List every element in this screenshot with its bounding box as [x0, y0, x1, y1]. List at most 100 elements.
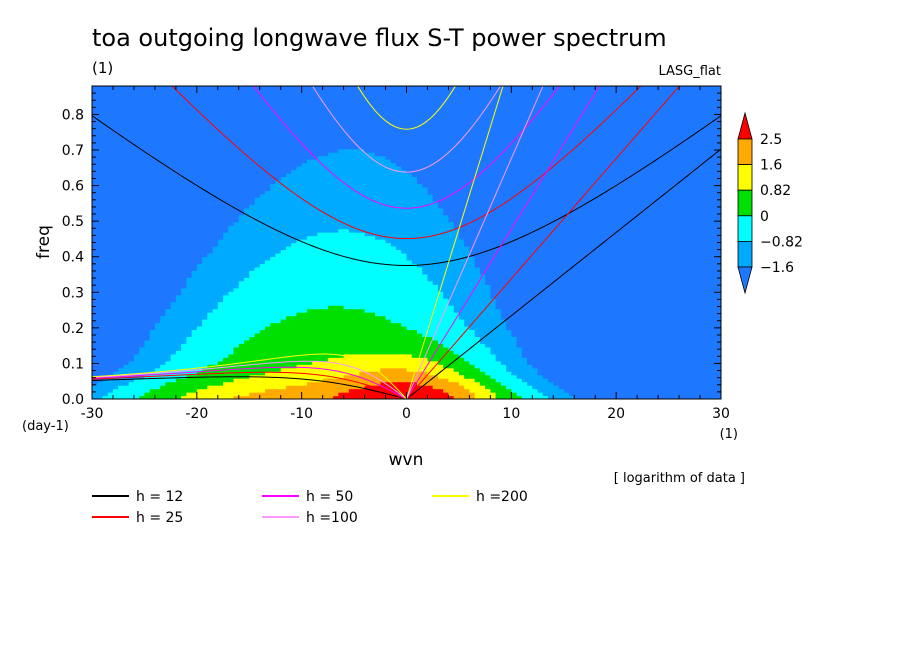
- heatmap-cell: [359, 263, 366, 268]
- heatmap-cell: [663, 378, 670, 383]
- heatmap-cell: [616, 291, 623, 296]
- heatmap-cell: [700, 298, 706, 303]
- heatmap-cell: [217, 280, 224, 285]
- heatmap-cell: [296, 346, 303, 351]
- heatmap-cell: [254, 308, 261, 313]
- heatmap-cell: [663, 353, 670, 358]
- heatmap-cell: [175, 315, 182, 320]
- heatmap-cell: [605, 364, 612, 369]
- heatmap-cell: [259, 256, 266, 261]
- heatmap-cell: [112, 357, 119, 362]
- heatmap-cell: [375, 357, 381, 362]
- heatmap-cell: [191, 371, 198, 376]
- heatmap-cell: [128, 252, 135, 258]
- heatmap-cell: [401, 259, 408, 264]
- heatmap-cell: [170, 329, 177, 334]
- heatmap-cell: [705, 294, 712, 299]
- heatmap-cell: [338, 350, 345, 355]
- heatmap-cell: [679, 329, 685, 334]
- heatmap-cell: [642, 291, 649, 296]
- heatmap-cell: [97, 385, 104, 390]
- heatmap-cell: [364, 291, 371, 296]
- heatmap-cell: [396, 280, 402, 285]
- heatmap-cell: [548, 284, 554, 289]
- heatmap-cell: [223, 350, 229, 355]
- heatmap-cell: [112, 270, 119, 275]
- heatmap-cell: [233, 381, 240, 386]
- heatmap-cell: [558, 336, 565, 341]
- heatmap-cell: [202, 273, 208, 278]
- heatmap-cell: [317, 378, 324, 383]
- heatmap-cell: [579, 360, 586, 365]
- heatmap-cell: [359, 322, 366, 327]
- heatmap-cell: [170, 270, 177, 275]
- heatmap-cell: [186, 378, 193, 383]
- heatmap-cell: [181, 395, 187, 399]
- heatmap-cell: [621, 273, 628, 278]
- heatmap-cell: [364, 298, 371, 303]
- heatmap-cell: [322, 273, 329, 278]
- heatmap-cell: [579, 336, 586, 341]
- heatmap-cell: [317, 374, 324, 379]
- heatmap-cell: [553, 346, 560, 351]
- heatmap-cell: [170, 385, 177, 390]
- heatmap-cell: [500, 339, 507, 344]
- heatmap-cell: [380, 353, 387, 358]
- heatmap-cell: [626, 374, 633, 379]
- heatmap-cell: [301, 357, 308, 362]
- heatmap-cell: [432, 312, 439, 317]
- heatmap-cell: [679, 360, 685, 365]
- heatmap-cell: [679, 291, 685, 296]
- heatmap-cell: [406, 277, 413, 282]
- heatmap-cell: [238, 371, 245, 376]
- heatmap-cell: [306, 364, 313, 369]
- heatmap-cell: [443, 308, 450, 313]
- heatmap-cell: [275, 259, 282, 264]
- heatmap-cell: [186, 284, 193, 289]
- heatmap-cell: [202, 332, 208, 337]
- heatmap-cell: [327, 305, 334, 310]
- heatmap-cell: [548, 291, 554, 296]
- heatmap-cell: [422, 395, 429, 399]
- heatmap-cell: [212, 259, 219, 264]
- heatmap-cell: [710, 378, 717, 383]
- heatmap-cell: [621, 343, 628, 348]
- heatmap-cell: [291, 287, 298, 292]
- heatmap-cell: [202, 339, 208, 344]
- heatmap-cell: [668, 350, 675, 355]
- heatmap-cell: [710, 371, 717, 376]
- heatmap-cell: [401, 266, 408, 271]
- heatmap-cell: [270, 280, 277, 285]
- heatmap-cell: [605, 301, 612, 306]
- heatmap-cell: [689, 357, 696, 362]
- heatmap-cell: [296, 385, 303, 390]
- heatmap-cell: [317, 287, 324, 292]
- heatmap-cell: [490, 319, 497, 324]
- heatmap-cell: [500, 371, 507, 376]
- heatmap-cell: [212, 392, 219, 397]
- heatmap-cell: [107, 357, 114, 362]
- heatmap-cell: [710, 273, 717, 278]
- heatmap-cell: [228, 392, 235, 397]
- heatmap-cell: [186, 336, 193, 341]
- heatmap-cell: [296, 350, 303, 355]
- heatmap-cell: [317, 312, 324, 317]
- heatmap-cell: [705, 305, 712, 310]
- heatmap-cell: [343, 273, 350, 278]
- heatmap-cell: [558, 346, 565, 351]
- heatmap-cell: [165, 374, 172, 379]
- heatmap-cell: [416, 357, 423, 362]
- heatmap-cell: [589, 395, 596, 399]
- heatmap-cell: [663, 291, 670, 296]
- heatmap-cell: [285, 273, 292, 278]
- heatmap-cell: [285, 315, 292, 320]
- heatmap-cell: [506, 381, 512, 386]
- heatmap-cell: [700, 270, 706, 275]
- heatmap-cell: [133, 301, 140, 306]
- heatmap-cell: [432, 385, 439, 390]
- heatmap-cell: [186, 329, 193, 334]
- heatmap-cell: [385, 284, 392, 289]
- heatmap-cell: [637, 322, 643, 327]
- heatmap-cell: [600, 371, 607, 376]
- heatmap-cell: [380, 343, 387, 348]
